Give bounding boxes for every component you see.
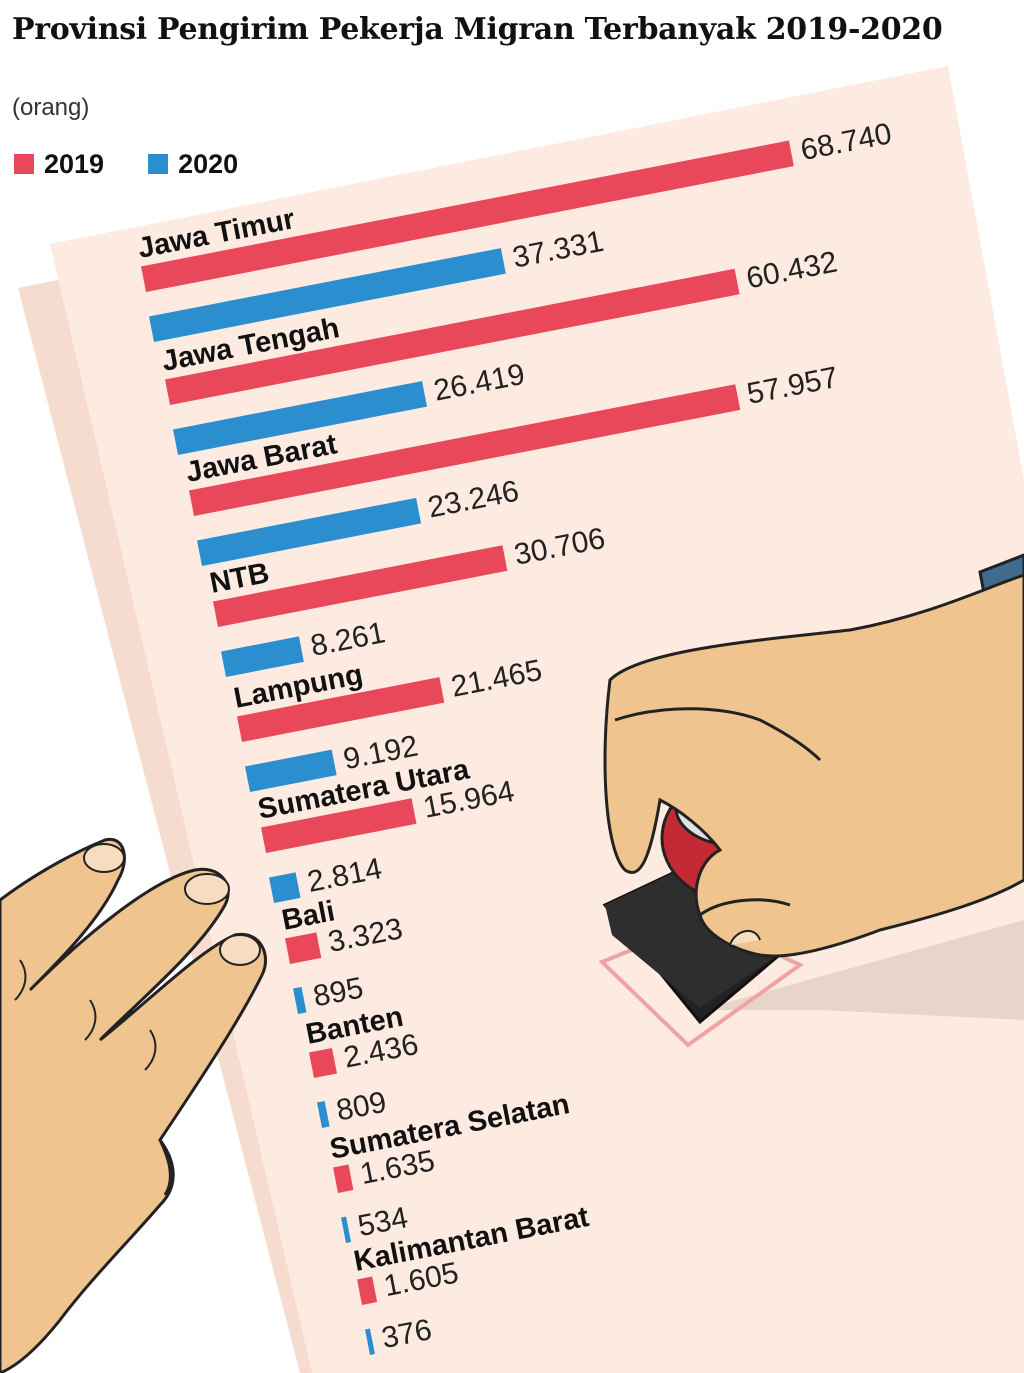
value-label-jawa-timur-2020: 37.331 [510,225,606,275]
bar-sumatera-selatan-2019 [333,1164,354,1193]
bar-sumatera-utara-2020 [269,872,301,903]
bar-lampung-2019 [237,677,445,742]
unit-label: (orang) [12,94,90,121]
stamp-shadow [700,920,1024,1020]
bar-kalimantan-barat-2019 [357,1276,378,1305]
left-hand [0,837,268,1373]
paper-sheet [50,66,1024,1373]
value-label-ntb-2020: 8.261 [308,616,388,663]
bar-jawa-timur-2019 [141,140,794,292]
bar-sumatera-utara-2019 [261,798,417,853]
bar-bali-2020 [293,986,307,1014]
value-label-lampung-2019: 21.465 [448,654,544,704]
bar-sumatera-selatan-2020 [341,1216,352,1243]
value-label-sumatera-utara-2020: 2.814 [305,852,385,899]
legend-item-2020: 2020 [148,149,238,180]
chart-title: Provinsi Pengirim Pekerja Migran Terbany… [12,12,943,47]
bar-banten-2019 [309,1048,337,1078]
value-label-kalimantan-barat-2020: 376 [379,1313,434,1355]
bar-bali-2019 [285,932,322,964]
bar-jawa-tengah-2019 [165,268,740,406]
legend-label-2019: 2019 [44,148,105,179]
bar-jawa-tengah-2020 [173,381,427,455]
legend-label-2020: 2020 [178,148,239,179]
bar-lampung-2020 [245,749,337,792]
hand-with-stamp [602,553,1024,1025]
legend-item-2019: 2019 [14,149,104,180]
bar-group-sumatera-utara-2020: 2.814 [269,852,385,903]
bar-ntb-2020 [221,636,304,678]
bar-banten-2020 [317,1100,330,1128]
bar-group-kalimantan-barat-2020: 376 [365,1313,434,1356]
value-label-banten-2020: 809 [334,1086,389,1128]
value-label-bali-2020: 895 [311,971,366,1013]
value-label-jawa-tengah-2020: 26.419 [431,358,527,408]
value-label-jawa-barat-2020: 23.246 [425,475,521,525]
bar-jawa-timur-2020 [149,248,506,342]
bar-jawa-barat-2020 [197,497,422,566]
value-label-ntb-2019: 30.706 [511,522,607,572]
value-label-bali-2019: 3.323 [325,912,405,959]
legend-swatch-2019 [14,154,34,174]
bar-group-sumatera-selatan-2020: 534 [341,1201,411,1243]
legend-swatch-2020 [148,154,169,174]
bar-jawa-barat-2019 [189,384,741,516]
bar-kalimantan-barat-2020 [365,1328,375,1356]
value-label-jawa-tengah-2019: 60.432 [744,245,840,295]
value-label-jawa-timur-2019: 68.740 [798,117,894,167]
legend: 2019 2020 [14,146,282,182]
bar-ntb-2019 [213,545,508,627]
value-label-jawa-barat-2019: 57.957 [744,361,840,411]
